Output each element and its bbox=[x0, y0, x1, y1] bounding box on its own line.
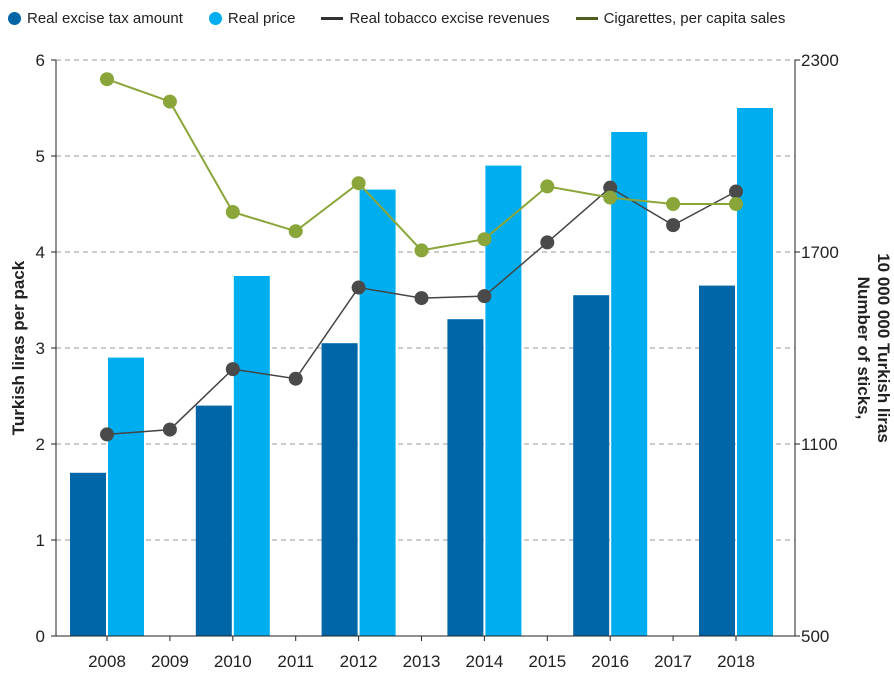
legend-swatch-price bbox=[208, 11, 222, 25]
y-tick-label: 2 bbox=[36, 435, 45, 454]
bar-price-2008 bbox=[108, 357, 144, 636]
bar-price-2018 bbox=[737, 108, 773, 636]
y-tick-label: 5 bbox=[36, 147, 45, 166]
legend-label-sales: Cigarettes, per capita sales bbox=[603, 9, 786, 27]
y2-axis-title-line1: Number of sticks, bbox=[854, 277, 873, 420]
bar-excise-2014 bbox=[447, 319, 484, 636]
legend-label-price: Real price bbox=[227, 9, 296, 27]
point-revenue-2012 bbox=[351, 280, 366, 295]
point-sales-2014 bbox=[477, 232, 492, 247]
x-tick-label: 2008 bbox=[88, 652, 126, 671]
point-sales-2013 bbox=[414, 243, 429, 258]
legend-item-sales: Cigarettes, per capita sales bbox=[575, 9, 786, 27]
y2-tick-label: 1700 bbox=[801, 243, 839, 262]
point-revenue-2010 bbox=[225, 362, 240, 377]
y-axis-title: Turkish liras per pack bbox=[9, 260, 28, 435]
bar-excise-2010 bbox=[195, 405, 232, 636]
point-sales-2016 bbox=[603, 190, 618, 205]
x-tick-label: 2016 bbox=[591, 652, 629, 671]
legend-item-excise: Real excise tax amount bbox=[8, 10, 183, 27]
point-revenue-2009 bbox=[162, 422, 177, 437]
point-revenue-2017 bbox=[666, 218, 681, 233]
point-revenue-2011 bbox=[288, 371, 303, 386]
x-tick-label: 2015 bbox=[528, 652, 566, 671]
bar-price-2012 bbox=[359, 189, 396, 636]
bar-price-2016 bbox=[611, 132, 648, 636]
bar-excise-2008 bbox=[70, 472, 106, 636]
point-sales-2011 bbox=[288, 224, 303, 239]
y-tick-label: 0 bbox=[36, 627, 45, 646]
y2-tick-label: 1100 bbox=[801, 435, 838, 454]
bar-excise-2012 bbox=[321, 343, 358, 636]
lines bbox=[100, 72, 743, 442]
bar-price-2014 bbox=[485, 165, 522, 636]
bar-excise-2016 bbox=[573, 295, 610, 636]
point-sales-2009 bbox=[162, 94, 177, 109]
x-tick-label: 2014 bbox=[465, 652, 503, 671]
legend-swatch-sales bbox=[575, 16, 598, 20]
y-tick-label: 6 bbox=[36, 51, 45, 70]
x-tick-label: 2012 bbox=[340, 652, 378, 671]
point-revenue-2018 bbox=[729, 184, 743, 199]
y-tick-label: 3 bbox=[36, 339, 45, 358]
point-revenue-2015 bbox=[540, 235, 555, 250]
legend-item-revenue: Real tobacco excise revenues bbox=[321, 9, 550, 27]
point-revenue-2013 bbox=[414, 291, 429, 306]
y-tick-label: 1 bbox=[36, 531, 45, 550]
legend-label-excise: Real excise tax amount bbox=[27, 9, 183, 27]
y2-tick-label: 500 bbox=[801, 627, 829, 646]
point-sales-2008 bbox=[100, 72, 114, 87]
point-revenue-2016 bbox=[603, 180, 618, 195]
bar-price-2010 bbox=[233, 276, 270, 636]
legend-item-price: Real price bbox=[208, 9, 296, 27]
x-tick-label: 2010 bbox=[214, 652, 252, 671]
point-sales-2012 bbox=[351, 176, 366, 191]
legend-label-revenue: Real tobacco excise revenues bbox=[349, 9, 550, 27]
tick-labels: 0 1 2 3 4 5 6 500 1100 1700 2300 2008 2009 2010 2011 20… bbox=[36, 51, 839, 671]
legend-swatch-revenue bbox=[321, 16, 344, 20]
legend: Real excise tax amount Real price Real t… bbox=[8, 6, 785, 30]
bars bbox=[70, 108, 773, 636]
y2-axis-title-line2: 10 000 000 Turkish liras bbox=[874, 253, 893, 443]
point-sales-2010 bbox=[225, 205, 240, 219]
x-tick-label: 2011 bbox=[277, 652, 314, 671]
y2-tick-label: 2300 bbox=[801, 51, 839, 70]
bar-excise-2018 bbox=[699, 285, 735, 636]
point-sales-2017 bbox=[666, 197, 681, 211]
x-tick-label: 2009 bbox=[151, 652, 189, 671]
x-tick-label: 2018 bbox=[717, 652, 755, 671]
y-tick-label: 4 bbox=[36, 243, 45, 262]
point-sales-2018 bbox=[729, 197, 743, 211]
point-revenue-2008 bbox=[100, 427, 114, 442]
point-revenue-2014 bbox=[477, 289, 492, 304]
x-tick-label: 2017 bbox=[654, 652, 692, 671]
point-sales-2015 bbox=[540, 179, 555, 194]
x-tick-label: 2013 bbox=[403, 652, 441, 671]
legend-swatch-excise bbox=[8, 11, 21, 25]
